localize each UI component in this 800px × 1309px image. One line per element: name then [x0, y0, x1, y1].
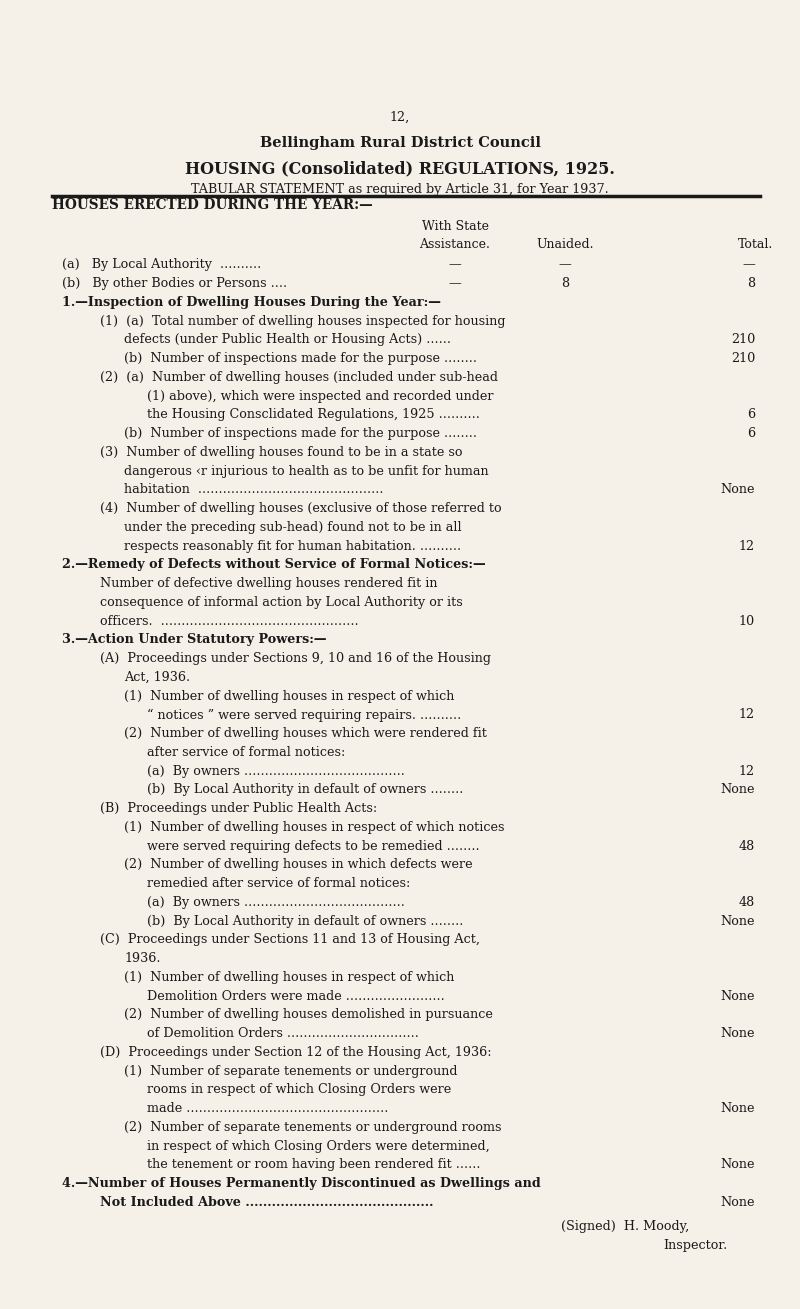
Text: —: — — [558, 258, 571, 271]
Text: Inspector.: Inspector. — [663, 1240, 727, 1253]
Text: 48: 48 — [738, 895, 755, 908]
Text: —: — — [449, 278, 462, 291]
Text: dangerous ‹r injurious to health as to be unfit for human: dangerous ‹r injurious to health as to b… — [124, 465, 489, 478]
Text: habitation  .............................................: habitation .............................… — [124, 483, 383, 496]
Text: None: None — [721, 1028, 755, 1041]
Text: None: None — [721, 1102, 755, 1115]
Text: 1936.: 1936. — [124, 952, 161, 965]
Text: 210: 210 — [730, 352, 755, 365]
Text: 6: 6 — [747, 427, 755, 440]
Text: officers.  ................................................: officers. ..............................… — [100, 615, 358, 628]
Text: the Housing Consclidated Regulations, 1925 ..........: the Housing Consclidated Regulations, 19… — [147, 408, 480, 421]
Text: 1.—Inspection of Dwelling Houses During the Year:—: 1.—Inspection of Dwelling Houses During … — [62, 296, 441, 309]
Text: defects (under Public Health or Housing Acts) ......: defects (under Public Health or Housing … — [124, 334, 451, 347]
Text: None: None — [721, 990, 755, 1003]
Text: (b)  Number of inspections made for the purpose ........: (b) Number of inspections made for the p… — [124, 427, 477, 440]
Text: were served requiring defects to be remedied ........: were served requiring defects to be reme… — [147, 839, 480, 852]
Text: None: None — [721, 1196, 755, 1210]
Text: (b)  By Local Authority in default of owners ........: (b) By Local Authority in default of own… — [147, 784, 463, 796]
Text: (2)  Number of separate tenements or underground rooms: (2) Number of separate tenements or unde… — [124, 1121, 502, 1134]
Text: Demolition Orders were made ........................: Demolition Orders were made ............… — [147, 990, 445, 1003]
Text: (2)  Number of dwelling houses demolished in pursuance: (2) Number of dwelling houses demolished… — [124, 1008, 493, 1021]
Text: (2)  Number of dwelling houses in which defects were: (2) Number of dwelling houses in which d… — [124, 859, 473, 872]
Text: Not Included Above ...........................................: Not Included Above .....................… — [100, 1196, 434, 1210]
Text: (A)  Proceedings under Sections 9, 10 and 16 of the Housing: (A) Proceedings under Sections 9, 10 and… — [100, 652, 491, 665]
Text: (Signed)  H. Moody,: (Signed) H. Moody, — [561, 1220, 689, 1233]
Text: 4.—Number of Houses Permanently Discontinued as Dwellings and: 4.—Number of Houses Permanently Disconti… — [62, 1177, 541, 1190]
Text: Act, 1936.: Act, 1936. — [124, 672, 190, 685]
Text: 2.—Remedy of Defects without Service of Formal Notices:—: 2.—Remedy of Defects without Service of … — [62, 559, 486, 572]
Text: Bellingham Rural District Council: Bellingham Rural District Council — [259, 136, 541, 149]
Text: (a)  By owners .......................................: (a) By owners ..........................… — [147, 895, 405, 908]
Text: —: — — [449, 258, 462, 271]
Text: 8: 8 — [561, 278, 569, 291]
Text: (b)  Number of inspections made for the purpose ........: (b) Number of inspections made for the p… — [124, 352, 477, 365]
Text: (a)   By Local Authority  ..........: (a) By Local Authority .......... — [62, 258, 262, 271]
Text: 12,: 12, — [390, 111, 410, 124]
Text: after service of formal notices:: after service of formal notices: — [147, 746, 346, 759]
Text: (2)  Number of dwelling houses which were rendered fit: (2) Number of dwelling houses which were… — [124, 728, 487, 740]
Text: None: None — [721, 784, 755, 796]
Text: Total.: Total. — [738, 238, 773, 251]
Text: (a)  By owners .......................................: (a) By owners ..........................… — [147, 764, 405, 778]
Text: 10: 10 — [739, 615, 755, 628]
Text: (b)   By other Bodies or Persons ....: (b) By other Bodies or Persons .... — [62, 278, 287, 291]
Text: Number of defective dwelling houses rendered fit in: Number of defective dwelling houses rend… — [100, 577, 438, 590]
Text: consequence of informal action by Local Authority or its: consequence of informal action by Local … — [100, 596, 462, 609]
Text: 12: 12 — [739, 708, 755, 721]
Text: in respect of which Closing Orders were determined,: in respect of which Closing Orders were … — [147, 1140, 490, 1153]
Text: (1)  Number of separate tenements or underground: (1) Number of separate tenements or unde… — [124, 1064, 458, 1077]
Text: TABULAR STATEMENT as required by Article 31, for Year 1937.: TABULAR STATEMENT as required by Article… — [191, 182, 609, 195]
Text: (3)  Number of dwelling houses found to be in a state so: (3) Number of dwelling houses found to b… — [100, 446, 462, 459]
Text: HOUSING (Consolidated) REGULATIONS, 1925.: HOUSING (Consolidated) REGULATIONS, 1925… — [185, 160, 615, 177]
Text: 48: 48 — [738, 839, 755, 852]
Text: HOUSES ERECTED DURING THE YEAR:—: HOUSES ERECTED DURING THE YEAR:— — [52, 199, 373, 212]
Text: respects reasonably fit for human habitation. ..........: respects reasonably fit for human habita… — [124, 539, 461, 552]
Text: Unaided.: Unaided. — [536, 238, 594, 251]
Text: the tenement or room having been rendered fit ......: the tenement or room having been rendere… — [147, 1158, 481, 1172]
Text: None: None — [721, 483, 755, 496]
Text: —: — — [742, 258, 755, 271]
Text: (1)  Number of dwelling houses in respect of which notices: (1) Number of dwelling houses in respect… — [124, 821, 505, 834]
Text: (4)  Number of dwelling houses (exclusive of those referred to: (4) Number of dwelling houses (exclusive… — [100, 503, 502, 516]
Text: 12: 12 — [739, 539, 755, 552]
Text: With State: With State — [422, 220, 489, 233]
Text: (1)  Number of dwelling houses in respect of which: (1) Number of dwelling houses in respect… — [124, 690, 454, 703]
Text: None: None — [721, 1158, 755, 1172]
Text: (b)  By Local Authority in default of owners ........: (b) By Local Authority in default of own… — [147, 915, 463, 928]
Text: remedied after service of formal notices:: remedied after service of formal notices… — [147, 877, 410, 890]
Text: of Demolition Orders ................................: of Demolition Orders ...................… — [147, 1028, 419, 1041]
Text: (B)  Proceedings under Public Health Acts:: (B) Proceedings under Public Health Acts… — [100, 802, 378, 816]
Text: rooms in respect of which Closing Orders were: rooms in respect of which Closing Orders… — [147, 1084, 451, 1097]
Text: (D)  Proceedings under Section 12 of the Housing Act, 1936:: (D) Proceedings under Section 12 of the … — [100, 1046, 492, 1059]
Text: 6: 6 — [747, 408, 755, 421]
Text: 12: 12 — [739, 764, 755, 778]
Text: (1)  Number of dwelling houses in respect of which: (1) Number of dwelling houses in respect… — [124, 971, 454, 984]
Text: “ notices ” were served requiring repairs. ..........: “ notices ” were served requiring repair… — [147, 708, 462, 721]
Text: under the preceding sub-head) found not to be in all: under the preceding sub-head) found not … — [124, 521, 462, 534]
Text: None: None — [721, 915, 755, 928]
Text: (C)  Proceedings under Sections 11 and 13 of Housing Act,: (C) Proceedings under Sections 11 and 13… — [100, 933, 480, 946]
Text: (1)  (a)  Total number of dwelling houses inspected for housing: (1) (a) Total number of dwelling houses … — [100, 314, 506, 327]
Text: 210: 210 — [730, 334, 755, 347]
Text: (1) above), which were inspected and recorded under: (1) above), which were inspected and rec… — [147, 390, 494, 403]
Text: made .................................................: made ...................................… — [147, 1102, 388, 1115]
Text: Assistance.: Assistance. — [419, 238, 490, 251]
Text: 3.—Action Under Statutory Powers:—: 3.—Action Under Statutory Powers:— — [62, 634, 326, 647]
Text: (2)  (a)  Number of dwelling houses (included under sub-head: (2) (a) Number of dwelling houses (inclu… — [100, 370, 498, 384]
Text: 8: 8 — [747, 278, 755, 291]
